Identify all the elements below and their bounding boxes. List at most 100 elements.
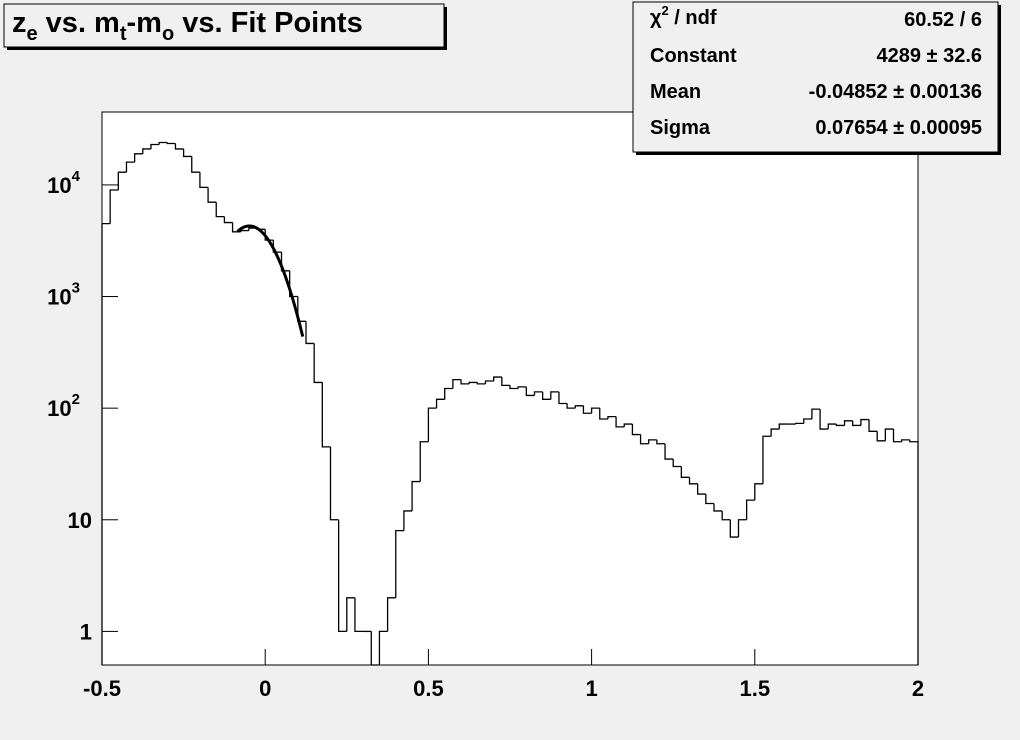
histogram-bin: [142, 148, 151, 154]
stats-label-part: Sigma: [650, 117, 711, 139]
histogram-bin: [697, 483, 706, 495]
histogram-bin: [182, 148, 192, 158]
x-tick-label: 1: [585, 676, 597, 701]
histogram-bin: [199, 172, 209, 189]
histogram-bin: [550, 391, 559, 400]
histogram-bin: [517, 386, 527, 389]
title-text: z: [12, 7, 27, 39]
histogram-bin: [721, 510, 731, 521]
stats-label-part: Mean: [650, 81, 701, 103]
histogram-bin: [509, 385, 519, 390]
stats-value: 0.07654 ± 0.00095: [815, 117, 982, 139]
histogram-bin: [493, 376, 502, 382]
stats-value: 60.52 / 6: [904, 9, 982, 31]
histogram-bin: [525, 386, 535, 397]
y-tick-exponent: 2: [72, 391, 80, 408]
y-tick-label: 102: [47, 391, 80, 421]
histogram-bin: [117, 171, 127, 191]
histogram-bin: [427, 407, 437, 442]
title-box: [3, 3, 445, 48]
histogram-bin: [435, 398, 445, 409]
title-text: vs. m: [38, 7, 120, 39]
histogram-bin: [452, 379, 462, 389]
histogram-bin: [346, 597, 355, 632]
histogram-bin: [207, 187, 217, 203]
histogram-bin: [729, 519, 739, 538]
histogram-bin: [590, 407, 600, 414]
histogram-bin: [803, 418, 812, 424]
x-tick-label: 0: [259, 676, 271, 701]
histogram-bin: [574, 405, 584, 409]
title-text: vs. Fit Points: [174, 7, 363, 39]
histogram-bin: [484, 380, 494, 384]
histogram-bin: [378, 630, 388, 665]
histogram-bin: [688, 477, 698, 485]
histogram-bin: [901, 439, 910, 442]
histogram-bin: [109, 189, 119, 224]
x-tick-label: 0.5: [413, 676, 444, 701]
histogram-bin: [354, 597, 364, 633]
histogram-bin: [403, 510, 413, 531]
stats-value: 4289 ± 32.6: [876, 45, 982, 67]
y-tick-base: 10: [47, 396, 71, 421]
histogram-bin: [460, 379, 470, 385]
histogram-bin: [811, 408, 821, 419]
histogram-bin: [607, 415, 617, 419]
histogram-bin: [280, 252, 290, 272]
histogram-bin: [125, 161, 135, 173]
histogram-bin: [476, 382, 486, 385]
histogram-bin: [313, 343, 323, 384]
title-text: -m: [127, 7, 162, 39]
y-tick-label: 103: [47, 280, 80, 310]
histogram-bin: [395, 529, 404, 598]
histogram-bin: [582, 405, 592, 414]
histogram-bin: [631, 424, 641, 436]
histogram-bin: [101, 222, 111, 665]
x-tick-label: -0.5: [83, 676, 121, 701]
histogram-bin: [876, 431, 886, 442]
histogram-bin: [150, 143, 160, 149]
fit-curve: [236, 224, 305, 337]
histogram-bin: [191, 156, 200, 173]
histogram-bin: [305, 321, 315, 345]
histogram-bin: [272, 240, 282, 253]
y-tick-base: 10: [47, 173, 71, 198]
histogram-bin: [656, 439, 666, 445]
histogram-bin: [672, 459, 682, 468]
histogram-bin: [827, 423, 837, 430]
y-tick-exponent: 3: [72, 280, 80, 297]
histogram-bin: [843, 420, 853, 426]
y-tick-label: 104: [47, 168, 80, 198]
histogram-bin: [664, 443, 674, 460]
histogram-bin: [215, 202, 225, 218]
histogram-bin: [419, 441, 429, 482]
histogram-bin: [468, 381, 478, 384]
title-subscript: t: [120, 23, 127, 45]
histogram-bin: [264, 229, 274, 241]
stats-label: χ2 / ndf: [650, 3, 717, 29]
x-tick-label: 2: [912, 676, 924, 701]
histogram-bin: [884, 428, 894, 441]
histogram-bin: [623, 423, 633, 427]
histogram-bin: [533, 391, 543, 396]
histogram-bin: [860, 418, 870, 426]
stats-label: Sigma: [650, 117, 711, 139]
histogram-bin: [133, 153, 143, 163]
histogram-bin: [754, 483, 763, 501]
histogram-bin: [411, 480, 421, 511]
histogram-bin: [166, 142, 176, 145]
histogram-bin: [541, 391, 551, 400]
histogram-bin: [223, 216, 233, 224]
histogram-bin: [639, 434, 649, 445]
histogram-bin: [337, 519, 347, 633]
histogram-bin: [566, 403, 576, 409]
histogram-bin: [321, 382, 331, 448]
histogram-bin: [599, 408, 608, 420]
histogram-bin: [819, 409, 829, 430]
histogram-bin: [705, 494, 714, 505]
stats-label: Mean: [650, 81, 701, 103]
histogram-bin: [680, 466, 690, 478]
histogram-bin: [852, 420, 861, 427]
y-tick-exponent: 4: [72, 168, 81, 185]
